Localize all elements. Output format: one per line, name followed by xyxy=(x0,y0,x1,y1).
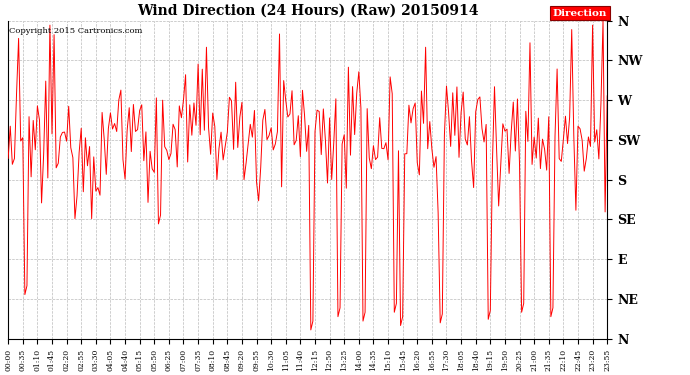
Text: Copyright 2015 Cartronics.com: Copyright 2015 Cartronics.com xyxy=(10,27,143,35)
Text: Direction: Direction xyxy=(553,9,607,18)
Title: Wind Direction (24 Hours) (Raw) 20150914: Wind Direction (24 Hours) (Raw) 20150914 xyxy=(137,4,478,18)
